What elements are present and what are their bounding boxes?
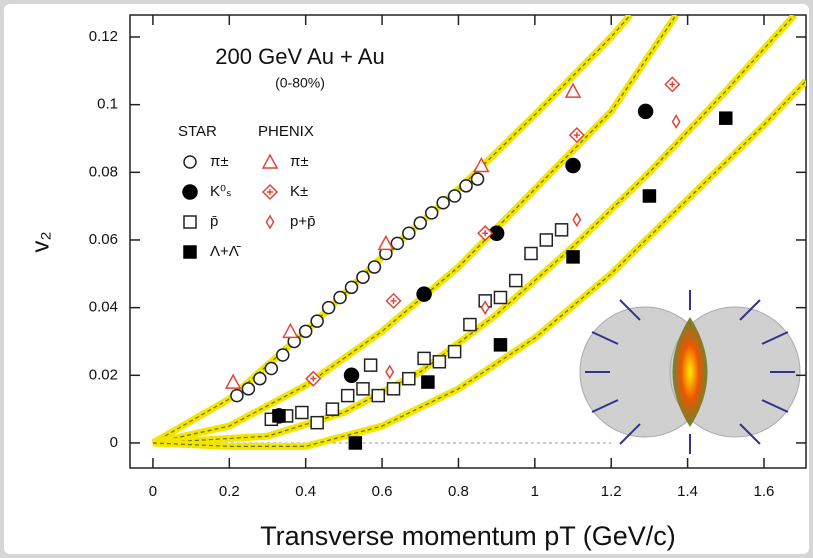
marker <box>311 417 323 429</box>
chart-title: 200 GeV Au + Au <box>215 44 384 69</box>
marker <box>472 173 484 185</box>
marker <box>334 291 346 303</box>
marker <box>365 359 377 371</box>
legend-label: π± <box>290 153 309 170</box>
marker <box>566 159 580 173</box>
marker <box>357 271 369 283</box>
marker <box>720 112 732 124</box>
marker <box>242 383 254 395</box>
marker <box>368 261 380 273</box>
x-tick-label: 0.6 <box>372 483 393 500</box>
legend-label: K⁰ₛ <box>210 183 232 200</box>
marker <box>510 275 522 287</box>
marker <box>296 407 308 419</box>
marker <box>311 315 323 327</box>
legend-label: K± <box>290 183 308 200</box>
x-tick-label: 1.6 <box>754 483 775 500</box>
x-tick-label: 1 <box>531 483 539 500</box>
marker <box>357 383 369 395</box>
y-axis-label: v₂ <box>27 231 54 252</box>
marker <box>349 437 361 449</box>
marker <box>326 403 338 415</box>
y-tick-label: 0.02 <box>89 366 118 383</box>
y-tick-label: 0.08 <box>89 163 118 180</box>
y-tick-label: 0 <box>110 434 118 451</box>
panel <box>4 4 809 554</box>
marker <box>342 390 354 402</box>
legend-label: Λ+Λ̄ <box>210 243 241 260</box>
marker <box>403 373 415 385</box>
legend-marker <box>184 156 196 168</box>
marker <box>426 207 438 219</box>
marker <box>639 104 653 118</box>
marker <box>449 190 461 202</box>
legend-marker <box>184 246 196 258</box>
marker <box>494 291 506 303</box>
x-tick-label: 0.8 <box>448 483 469 500</box>
marker <box>277 349 289 361</box>
y-tick-label: 0.1 <box>97 96 118 113</box>
x-tick-label: 0 <box>149 483 157 500</box>
chart-subtitle: (0-80%) <box>275 75 325 91</box>
marker <box>323 302 335 314</box>
marker <box>418 352 430 364</box>
x-tick-label: 0.4 <box>295 483 316 500</box>
marker <box>422 376 434 388</box>
x-axis-label: Transverse momentum pT (GeV/c) <box>260 521 676 551</box>
legend-label: p̄ <box>210 213 218 230</box>
y-tick-label: 0.04 <box>89 299 118 316</box>
marker <box>417 287 431 301</box>
marker <box>372 390 384 402</box>
marker <box>231 390 243 402</box>
marker <box>414 217 426 229</box>
legend-marker <box>183 185 197 199</box>
chart: 200 GeV Au + Au (0-80%) Transverse momen… <box>0 0 813 558</box>
legend-label: p+p̄ <box>290 213 315 230</box>
marker <box>464 319 476 331</box>
marker <box>273 410 285 422</box>
marker <box>460 180 472 192</box>
legend-group-title: STAR <box>178 123 217 140</box>
page: 200 GeV Au + Au (0-80%) Transverse momen… <box>0 0 813 558</box>
x-tick-label: 0.2 <box>219 483 240 500</box>
marker <box>525 248 537 260</box>
marker <box>265 363 277 375</box>
marker <box>540 234 552 246</box>
marker <box>494 339 506 351</box>
legend-marker <box>184 216 196 228</box>
marker <box>437 197 449 209</box>
marker <box>643 190 655 202</box>
marker <box>567 251 579 263</box>
y-tick-label: 0.06 <box>89 231 118 248</box>
x-tick-label: 1.4 <box>677 483 698 500</box>
marker <box>254 373 266 385</box>
marker <box>345 368 359 382</box>
marker <box>346 281 358 293</box>
marker <box>388 383 400 395</box>
y-tick-label: 0.12 <box>89 28 118 45</box>
marker <box>300 325 312 337</box>
marker <box>403 227 415 239</box>
x-tick-label: 1.2 <box>601 483 622 500</box>
marker <box>449 346 461 358</box>
legend-label: π± <box>210 153 229 170</box>
legend-group-title: PHENIX <box>258 123 314 140</box>
marker <box>391 237 403 249</box>
marker <box>433 356 445 368</box>
marker <box>556 224 568 236</box>
